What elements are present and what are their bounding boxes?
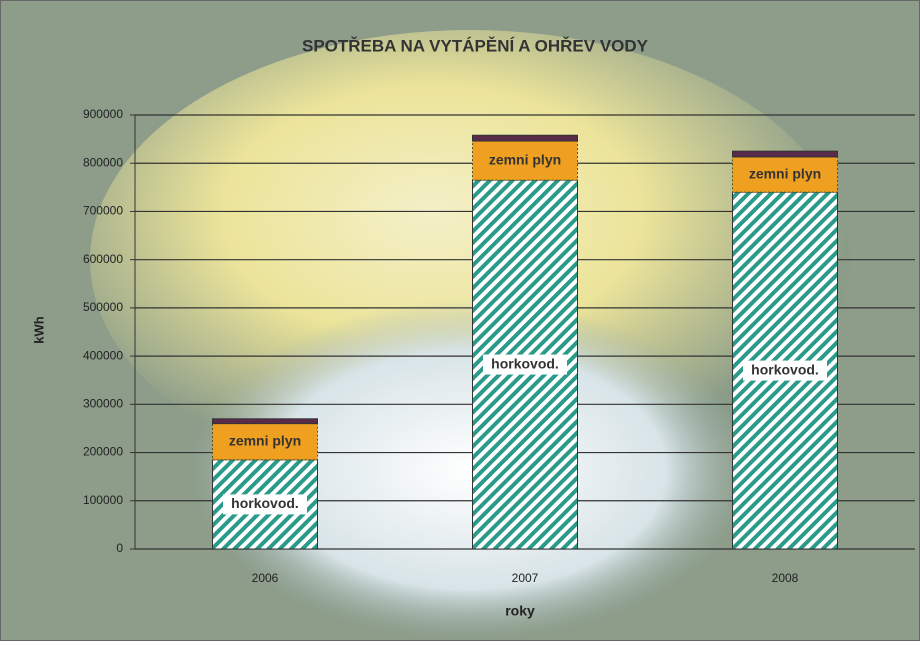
- plot: 0 100000 200000 300000 400000 500000 600000 700…: [83, 107, 915, 585]
- data-label-bg: [743, 164, 827, 185]
- data-label: zemni plyn: [229, 432, 301, 448]
- y-tick-label: 800000: [83, 155, 123, 169]
- chart-title: SPOTŘEBA NA VYTÁPĚNÍ A OHŘEV VODY: [302, 36, 649, 55]
- y-tick-label: 0: [116, 541, 123, 555]
- y-tick-label: 200000: [83, 445, 123, 459]
- y-tick-label: 600000: [83, 252, 123, 266]
- y-tick-label: 100000: [83, 493, 123, 507]
- y-tick-label: 400000: [83, 348, 123, 362]
- data-label: zemni plyn: [489, 151, 561, 167]
- y-tick-label: 700000: [83, 204, 123, 218]
- data-label: horkovod.: [231, 495, 299, 511]
- y-tick-label: 900000: [83, 107, 123, 121]
- x-axis-label: roky: [505, 603, 535, 619]
- x-tick-label: 2007: [512, 571, 539, 585]
- background-earth: [190, 300, 750, 640]
- x-tick-label: 2006: [252, 571, 279, 585]
- bar-segment: [212, 418, 318, 425]
- y-axis-label: kWh: [31, 316, 46, 344]
- x-tick-label: 2008: [772, 571, 799, 585]
- bar-segment: [472, 134, 578, 142]
- data-label-bg: [483, 354, 567, 375]
- data-label: horkovod.: [751, 361, 819, 377]
- data-label: horkovod.: [491, 355, 559, 371]
- data-label-bg: [223, 431, 307, 452]
- y-tick-label: 300000: [83, 397, 123, 411]
- data-label: zemni plyn: [749, 165, 821, 181]
- data-label-bg: [483, 150, 567, 171]
- bar-segment: [732, 150, 838, 158]
- data-label-bg: [223, 494, 307, 515]
- data-label-bg: [743, 360, 827, 381]
- y-tick-label: 500000: [83, 300, 123, 314]
